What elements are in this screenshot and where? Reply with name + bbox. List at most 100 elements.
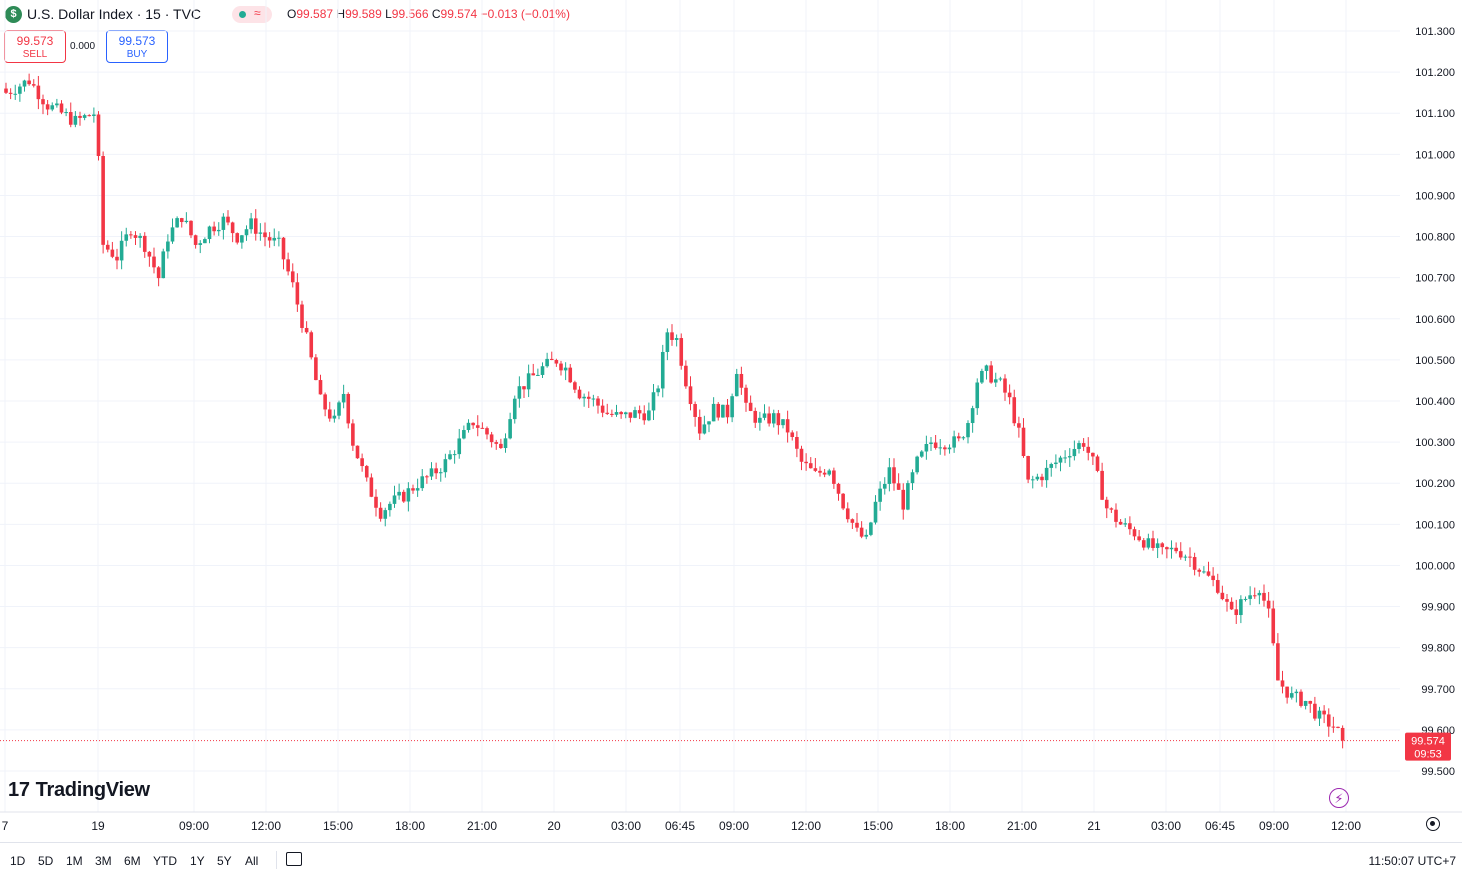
candle-body: [235, 233, 240, 243]
candle-body: [1276, 643, 1280, 681]
candle-body: [795, 436, 799, 449]
candle-body: [258, 232, 263, 234]
candle-body: [688, 386, 693, 405]
y-tick-label: 100.700: [1415, 273, 1455, 285]
y-tick-label: 100.300: [1415, 437, 1455, 449]
candle-body: [1141, 540, 1146, 548]
symbol-title[interactable]: U.S. Dollar Index · 15 · TVC: [27, 6, 202, 22]
candle-body: [892, 467, 896, 484]
candle-body: [1239, 599, 1243, 616]
calendar-goto-icon[interactable]: [286, 852, 302, 866]
last-price-badge: [1405, 732, 1451, 761]
candle-body: [859, 527, 864, 537]
candle-body: [480, 427, 485, 429]
candle-body: [540, 366, 545, 375]
candle-body: [882, 483, 887, 489]
candle-body: [610, 413, 614, 415]
candle-body: [577, 389, 582, 399]
range-1d-button[interactable]: 1D: [10, 854, 26, 868]
candle-body: [443, 459, 448, 473]
candle-body: [346, 393, 351, 424]
candle-body: [1178, 551, 1183, 558]
range-1y-button[interactable]: 1Y: [190, 854, 205, 868]
x-tick-label: 09:00: [1259, 819, 1289, 833]
timezone-clock[interactable]: 11:50:07 UTC+7: [1368, 854, 1457, 868]
candle-body: [1220, 592, 1225, 600]
candle-body: [596, 398, 600, 406]
y-tick-label: 99.800: [1421, 643, 1455, 655]
candle-body: [808, 463, 813, 469]
candle-body: [1294, 691, 1299, 694]
range-5y-button[interactable]: 5Y: [217, 854, 232, 868]
ohlc-legend: O99.587 H99.589 L99.566 C99.574 −0.013 (…: [287, 7, 570, 21]
candle-body: [13, 93, 18, 95]
symbol-logo-icon[interactable]: $: [5, 6, 22, 23]
candle-body: [300, 304, 304, 328]
candle-body: [1174, 547, 1178, 552]
candle-body: [702, 424, 707, 434]
candle-body: [1322, 710, 1326, 715]
candle-body: [494, 442, 499, 444]
y-tick-label: 101.100: [1415, 108, 1455, 120]
candle-body: [78, 115, 82, 118]
x-tick-label: 18:00: [395, 819, 425, 833]
x-tick-label: 19: [91, 819, 105, 833]
candle-body: [142, 235, 147, 252]
candle-body: [36, 85, 41, 100]
candle-body: [105, 244, 110, 250]
candle-body: [1252, 595, 1257, 597]
candle-body: [1262, 592, 1266, 601]
ohlc-close: 99.574: [440, 7, 478, 21]
candle-body: [1044, 467, 1049, 481]
candle-body: [198, 243, 203, 245]
candle-body: [836, 483, 841, 494]
candle-body: [401, 491, 406, 502]
candle-body: [216, 229, 221, 232]
y-tick-label: 100.000: [1415, 560, 1455, 572]
candle-body: [267, 237, 272, 241]
candle-body: [1234, 609, 1239, 616]
candle-body: [406, 488, 411, 502]
candle-body: [341, 393, 346, 403]
candle-body: [1280, 680, 1285, 687]
range-5d-button[interactable]: 5D: [38, 854, 54, 868]
candle-body: [1289, 693, 1294, 698]
candle-body: [684, 365, 688, 387]
candle-body: [619, 412, 623, 415]
lightning-icon[interactable]: ⚡: [1329, 788, 1349, 808]
candle-body: [989, 365, 993, 383]
toolbar-divider: [276, 851, 277, 869]
candle-body: [471, 422, 475, 426]
tradingview-logo[interactable]: 17 TradingView: [8, 779, 150, 801]
candle-body: [1077, 443, 1081, 449]
candle-body: [623, 412, 628, 415]
candle-body: [929, 442, 933, 444]
candle-body: [499, 443, 503, 449]
range-3m-button[interactable]: 3M: [95, 854, 112, 868]
range-all-button[interactable]: All: [245, 854, 259, 868]
settings-gear-icon[interactable]: [1426, 817, 1440, 831]
range-1m-button[interactable]: 1M: [66, 854, 83, 868]
range-6m-button[interactable]: 6M: [124, 854, 141, 868]
candle-body: [1206, 571, 1211, 576]
candle-body: [1118, 521, 1123, 525]
x-tick-label: 03:00: [1151, 819, 1181, 833]
delayed-data-icon: ≈: [254, 6, 261, 20]
candle-body: [887, 467, 892, 484]
candle-body: [1035, 476, 1040, 480]
bar-countdown-label: 09:53: [1414, 749, 1442, 761]
candle-body: [679, 338, 684, 366]
candle-body: [1086, 446, 1091, 453]
candle-body: [1266, 600, 1271, 609]
price-chart[interactable]: 101.300 101.200 101.100 101.000 100.900 100.8…: [0, 0, 1462, 842]
candle-body: [906, 483, 910, 510]
candle-body: [1095, 456, 1100, 471]
range-ytd-button[interactable]: YTD: [153, 854, 177, 868]
candle-body: [966, 423, 970, 438]
candle-body: [138, 235, 142, 238]
candle-body: [1229, 601, 1234, 610]
market-status-badge[interactable]: ≈: [232, 6, 272, 23]
x-tick-label: 03:00: [611, 819, 641, 833]
candle-body: [337, 402, 341, 416]
candle-body: [388, 503, 392, 511]
